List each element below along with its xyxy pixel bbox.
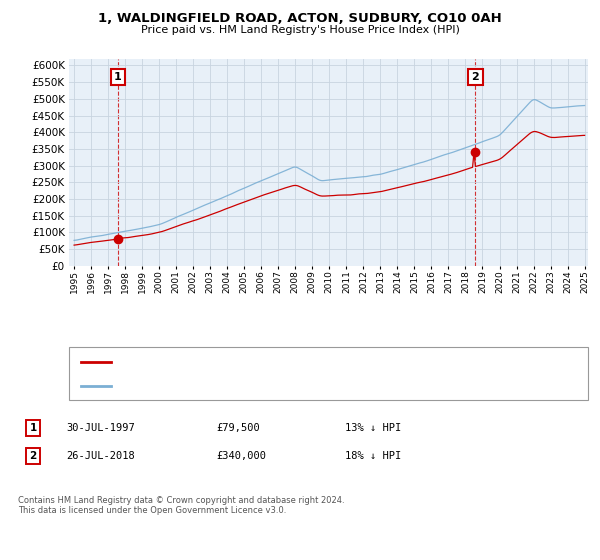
Text: 30-JUL-1997: 30-JUL-1997 (66, 423, 135, 433)
Text: £340,000: £340,000 (216, 451, 266, 461)
Text: 18% ↓ HPI: 18% ↓ HPI (345, 451, 401, 461)
Text: 1, WALDINGFIELD ROAD, ACTON, SUDBURY, CO10 0AH: 1, WALDINGFIELD ROAD, ACTON, SUDBURY, CO… (98, 12, 502, 25)
Text: HPI: Average price, detached house, Babergh: HPI: Average price, detached house, Babe… (117, 380, 343, 390)
Text: 13% ↓ HPI: 13% ↓ HPI (345, 423, 401, 433)
Text: Contains HM Land Registry data © Crown copyright and database right 2024.
This d: Contains HM Land Registry data © Crown c… (18, 496, 344, 515)
Text: Price paid vs. HM Land Registry's House Price Index (HPI): Price paid vs. HM Land Registry's House … (140, 25, 460, 35)
Text: 1, WALDINGFIELD ROAD, ACTON, SUDBURY, CO10 0AH (detached house): 1, WALDINGFIELD ROAD, ACTON, SUDBURY, CO… (117, 357, 481, 367)
Text: 2: 2 (472, 72, 479, 82)
Text: 26-JUL-2018: 26-JUL-2018 (66, 451, 135, 461)
Text: 2: 2 (29, 451, 37, 461)
Text: £79,500: £79,500 (216, 423, 260, 433)
Text: 1: 1 (29, 423, 37, 433)
Text: 1: 1 (114, 72, 122, 82)
